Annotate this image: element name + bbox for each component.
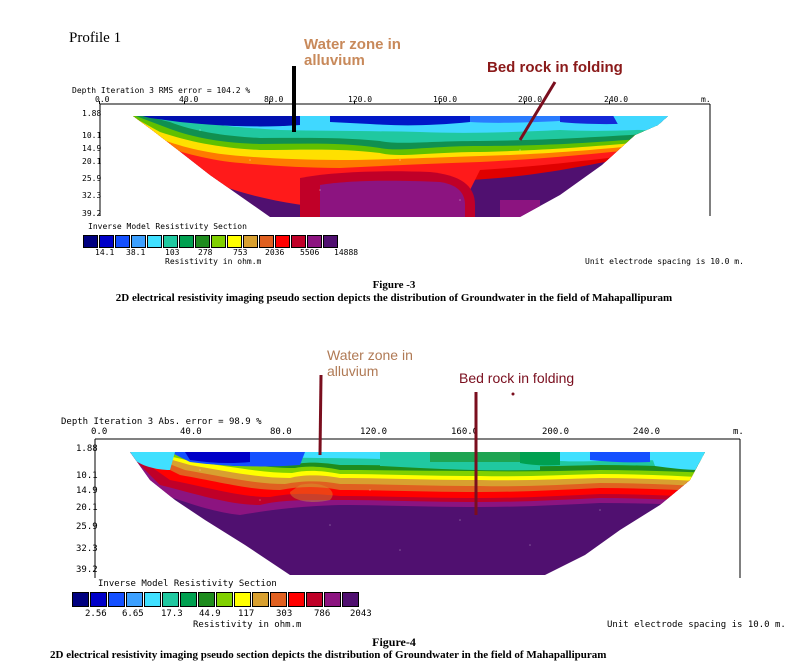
legend-title: Inverse Model Resistivity Section <box>98 579 277 589</box>
bedrock-annotation: Bed rock in folding <box>487 59 623 76</box>
legend-value: 2043 <box>350 609 372 619</box>
depth-label: 32.3 <box>76 544 98 554</box>
legend-value: 2.56 <box>85 609 107 619</box>
legend-value: 2036 <box>265 248 285 257</box>
x-tick: 240.0 <box>633 427 661 437</box>
x-tick: 240.0 <box>604 95 629 104</box>
figure-title: Figure-4 <box>372 635 416 649</box>
legend-value: 303 <box>276 609 293 619</box>
electrode-spacing: Unit electrode spacing is 10.0 m. <box>585 257 744 266</box>
legend-value: 17.3 <box>161 609 183 619</box>
depth-label: 10.1 <box>76 471 98 481</box>
legend-unit: Resistivity in ohm.m <box>165 257 262 266</box>
legend-value: 6.65 <box>122 609 144 619</box>
color-scale <box>72 592 360 611</box>
depth-label: 25.9 <box>76 522 98 532</box>
figure-title: Figure -3 <box>372 279 416 291</box>
section-header: Depth Iteration 3 RMS error = 104.2 % <box>72 86 251 95</box>
depth-label: 25.9 <box>82 174 102 183</box>
depth-label: 14.9 <box>76 486 98 496</box>
water-zone-annotation: Water zone in alluvium <box>327 347 413 379</box>
depth-label: 1.88 <box>76 444 98 454</box>
color-scale <box>83 233 339 252</box>
depth-label: 32.3 <box>82 191 102 200</box>
depth-label: 20.1 <box>76 503 98 513</box>
depth-label: 20.1 <box>82 157 102 166</box>
x-tick: 160.0 <box>451 427 479 437</box>
depth-label: 10.1 <box>82 131 102 140</box>
bedrock-annotation: Bed rock in folding <box>459 370 575 386</box>
x-tick: 80.0 <box>270 427 292 437</box>
water-zone-annotation: Water zone in alluvium <box>304 36 401 69</box>
legend-value: 38.1 <box>126 248 146 257</box>
x-tick: 0.0 <box>95 95 110 104</box>
legend-value: 44.9 <box>199 609 221 619</box>
legend-title: Inverse Model Resistivity Section <box>88 222 247 231</box>
legend-value: 786 <box>314 609 331 619</box>
legend-value: 278 <box>198 248 213 257</box>
depth-label: 39.2 <box>82 209 102 218</box>
x-tick: 40.0 <box>180 427 202 437</box>
x-tick: 200.0 <box>542 427 570 437</box>
section-header: Depth Iteration 3 Abs. error = 98.9 % <box>61 417 262 427</box>
depth-label: 39.2 <box>76 565 98 575</box>
resistivity-section <box>99 66 711 217</box>
legend-value: 5506 <box>300 248 320 257</box>
x-tick: 120.0 <box>360 427 388 437</box>
x-unit: m. <box>701 95 711 104</box>
figure-caption: 2D electrical resistivity imaging pseudo… <box>115 292 673 304</box>
electrode-spacing: Unit electrode spacing is 10.0 m. <box>607 620 786 630</box>
legend-value: 753 <box>233 248 248 257</box>
x-tick: 120.0 <box>348 95 373 104</box>
figure-3: Depth Iteration 3 RMS error = 104.2 % 0.… <box>0 0 788 320</box>
depth-label: 14.9 <box>82 144 102 153</box>
depth-label: 1.88 <box>82 109 102 118</box>
x-tick: 40.0 <box>179 95 199 104</box>
x-tick: 200.0 <box>518 95 543 104</box>
legend-unit: Resistivity in ohm.m <box>193 620 302 630</box>
legend-value: 14888 <box>334 248 359 257</box>
x-tick: 160.0 <box>433 95 458 104</box>
x-tick: 0.0 <box>91 427 108 437</box>
x-unit: m. <box>733 427 744 437</box>
figure-caption: 2D electrical resistivity imaging pseudo… <box>50 649 607 661</box>
legend-value: 14.1 <box>95 248 115 257</box>
profile-label: Profile 1 <box>69 30 122 46</box>
legend-value: 117 <box>238 609 255 619</box>
x-tick: 80.0 <box>264 95 284 104</box>
legend-value: 103 <box>165 248 180 257</box>
